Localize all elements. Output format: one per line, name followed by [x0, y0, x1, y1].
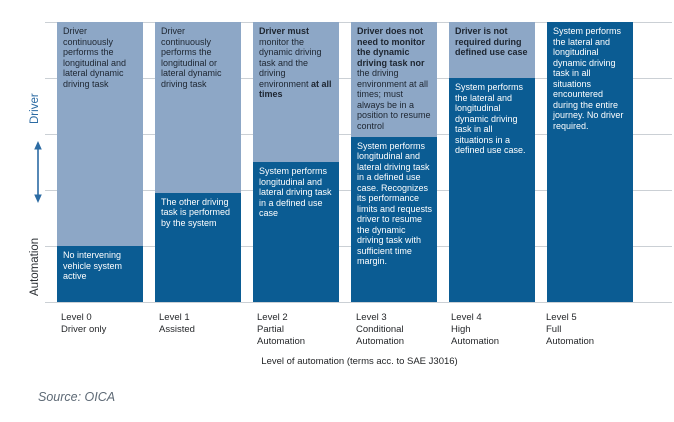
driver-task-cell: Driver continuously performs the longitu… [57, 22, 143, 246]
column-level-0: Driver continuously performs the longitu… [57, 22, 143, 302]
level-name: Full Automation [546, 324, 595, 347]
driver-task-cell: Driver does not need to monitor the dyna… [351, 22, 437, 137]
automation-task-text: System performs the lateral and longitud… [455, 82, 526, 155]
level-number: Level 2 [257, 312, 288, 323]
level-name: Conditional Automation [356, 324, 405, 347]
level-number: Level 5 [546, 312, 577, 323]
source-credit: Source: OICA [38, 390, 116, 404]
x-label-level-4: Level 4 High Automation [451, 312, 543, 348]
automation-task-text: No intervening vehicle system active [63, 250, 123, 281]
driver-task-cell: Driver is not required during defined us… [449, 22, 535, 78]
x-label-level-2: Level 2 Partial Automation [257, 312, 349, 348]
level-name: High Automation [451, 324, 500, 347]
automation-task-text: System performs longitudinal and lateral… [259, 166, 332, 218]
automation-task-cell: No intervening vehicle system active [57, 246, 143, 302]
column-level-4: Driver is not required during defined us… [449, 22, 535, 302]
x-axis-caption: Level of automation (terms acc. to SAE J… [261, 356, 458, 367]
driver-task-text-bold: Driver is not required during defined us… [455, 26, 528, 57]
x-label-level-0: Level 0 Driver only [61, 312, 153, 336]
driver-task-cell: Driver must monitor the dynamic driving … [253, 22, 339, 162]
automation-task-cell: System performs the lateral and longitud… [547, 22, 633, 302]
driver-automation-double-arrow-icon [34, 141, 42, 203]
driver-task-text: the driving environment at all times; mu… [357, 68, 431, 131]
x-label-level-5: Level 5 Full Automation [546, 312, 638, 348]
automation-task-text: System performs longitudinal and lateral… [357, 140, 433, 267]
level-name: Assisted [159, 324, 195, 335]
gridline-0 [45, 302, 672, 303]
automation-task-cell: The other driving task is performed by t… [155, 192, 241, 302]
x-label-level-3: Level 3 Conditional Automation [356, 312, 448, 348]
column-level-1: Driver continuously performs the longitu… [155, 22, 241, 302]
y-axis-automation-label: Automation [29, 237, 41, 296]
driver-task-text-bold: at all times [259, 78, 332, 100]
automation-task-text: The other driving task is performed by t… [161, 196, 231, 228]
level-name: Partial Automation [257, 324, 306, 347]
driver-task-text: Driver continuously performs the longitu… [161, 26, 222, 89]
level-name: Driver only [61, 324, 107, 335]
automation-task-cell: System performs longitudinal and lateral… [253, 162, 339, 302]
driver-task-text-bold: Driver must [259, 26, 310, 36]
automation-task-text: System performs the lateral and longitud… [553, 26, 624, 131]
level-number: Level 3 [356, 312, 387, 323]
y-axis-driver-label: Driver [29, 93, 41, 124]
column-level-2: Driver must monitor the dynamic driving … [253, 22, 339, 302]
automation-task-cell: System performs longitudinal and lateral… [351, 136, 437, 302]
level-number: Level 1 [159, 312, 190, 323]
driver-task-cell: Driver continuously performs the longitu… [155, 22, 241, 193]
driver-task-text: monitor the dynamic driving task and the… [259, 36, 322, 89]
driver-task-text-bold: Driver does not need to monitor the dyna… [357, 26, 425, 68]
automation-task-cell: System performs the lateral and longitud… [449, 78, 535, 302]
driver-task-text: Driver continuously performs the longitu… [63, 26, 127, 89]
level-number: Level 0 [61, 312, 92, 323]
x-label-level-1: Level 1 Assisted [159, 312, 251, 336]
level-number: Level 4 [451, 312, 482, 323]
column-level-3: Driver does not need to monitor the dyna… [351, 22, 437, 302]
column-level-5: System performs the lateral and longitud… [547, 22, 633, 302]
